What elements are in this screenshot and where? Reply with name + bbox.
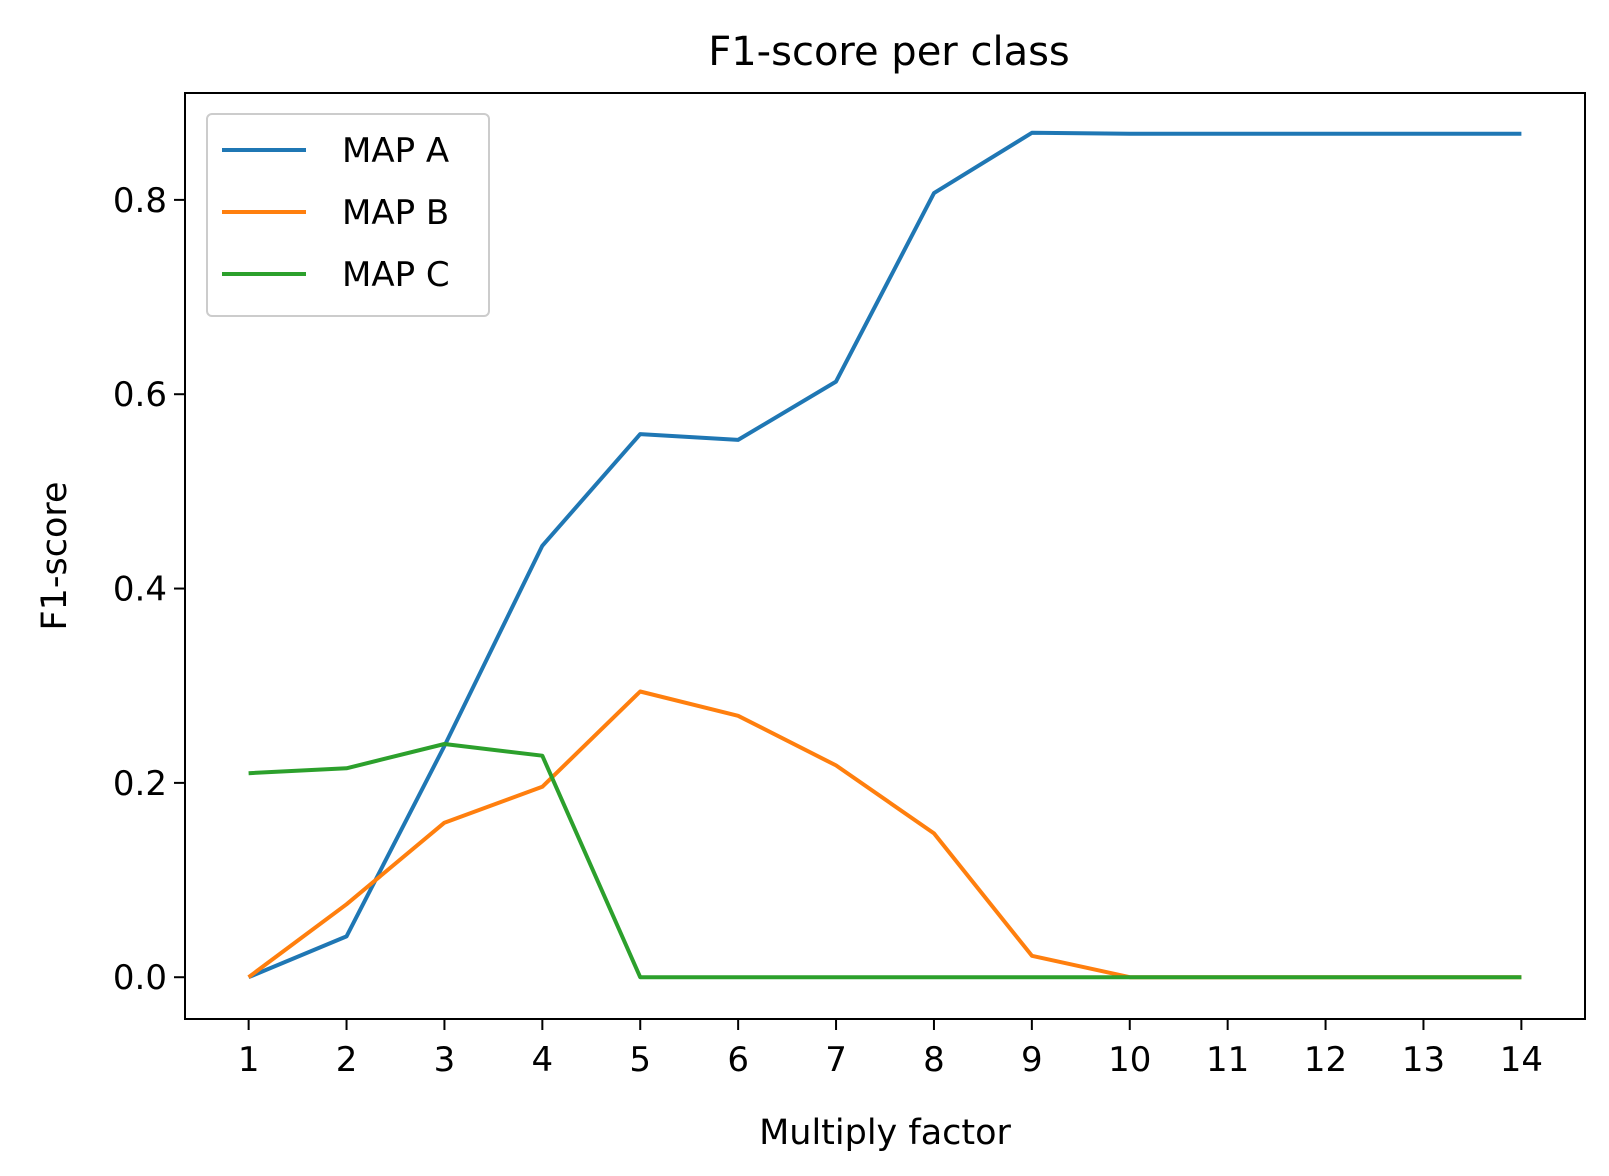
plot-frame: [184, 92, 1586, 1020]
x-axis: 1 2 3 4 5 6 7 8 9 10 11 12 13 14: [238, 1019, 1543, 1080]
y-tick-label: 0.6: [113, 375, 167, 415]
x-tick-label: 11: [1206, 1040, 1249, 1080]
y-tick-label: 0.0: [113, 958, 167, 998]
x-axis-label: Multiply factor: [759, 1113, 1011, 1153]
series-line-3: [248, 742, 1522, 980]
y-tick-label: 0.4: [113, 570, 167, 610]
series-line-1: [247, 130, 1522, 980]
legend-label: MAP C: [342, 255, 450, 295]
legend: MAP A MAP B MAP C: [206, 113, 490, 317]
x-tick-label: 6: [727, 1040, 749, 1080]
x-tick-label: 3: [434, 1040, 456, 1080]
chart-title: F1-score per class: [708, 29, 1070, 75]
x-tick-label: 2: [336, 1040, 358, 1080]
legend-label: MAP B: [342, 193, 449, 233]
x-tick-label: 1: [238, 1040, 260, 1080]
x-tick-label: 13: [1402, 1040, 1445, 1080]
y-axis-label: F1-score: [35, 481, 75, 630]
y-tick-label: 0.8: [113, 181, 167, 221]
x-tick-label: 14: [1500, 1040, 1543, 1080]
series-line-2: [247, 689, 1522, 980]
legend-label: MAP A: [342, 131, 449, 171]
x-tick-label: 7: [825, 1040, 847, 1080]
x-tick-label: 8: [923, 1040, 945, 1080]
x-tick-label: 10: [1108, 1040, 1151, 1080]
x-tick-label: 5: [629, 1040, 651, 1080]
x-tick-label: 12: [1304, 1040, 1347, 1080]
y-tick-label: 0.2: [113, 764, 167, 804]
y-axis: 0.0 0.2 0.4 0.6 0.8: [113, 181, 185, 998]
x-tick-label: 9: [1021, 1040, 1043, 1080]
x-tick-label: 4: [532, 1040, 554, 1080]
legend-box: [206, 113, 490, 317]
plot-area: [247, 130, 1522, 980]
